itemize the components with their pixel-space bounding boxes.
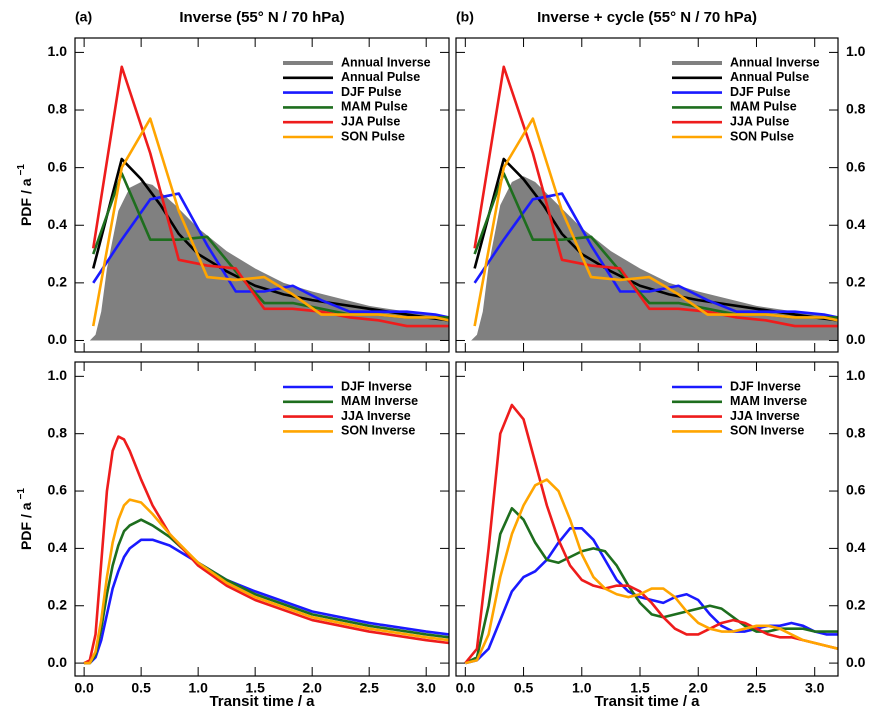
line xyxy=(464,506,838,665)
x-tick-label: 0.5 xyxy=(131,680,151,696)
x-tick-label: 3.0 xyxy=(416,680,436,696)
line xyxy=(91,65,449,328)
y-tick-label: 0.6 xyxy=(846,482,866,498)
y-tick-label: 0.2 xyxy=(846,274,866,290)
y-tick-label: 0.6 xyxy=(48,482,68,498)
legend-label: MAM Pulse xyxy=(341,100,408,114)
line xyxy=(473,192,838,319)
y-axis-label: PDF / a −1 xyxy=(16,488,34,550)
legend-label: JJA Pulse xyxy=(730,114,789,128)
y-axis-label-superscript: −1 xyxy=(16,164,27,176)
x-tick-label: 0.0 xyxy=(456,680,476,696)
legend-label: MAM Inverse xyxy=(341,394,418,408)
y-tick-label: 0.4 xyxy=(846,539,866,555)
panel-title: Inverse + cycle (55° N / 70 hPa) xyxy=(537,9,757,26)
x-axis-label: Transit time / a xyxy=(594,693,700,710)
line xyxy=(91,157,449,322)
legend-label: MAM Inverse xyxy=(730,394,807,408)
frame xyxy=(74,361,450,677)
panel-label: (a) xyxy=(75,9,92,25)
y-tick-label: 0.8 xyxy=(846,101,866,117)
legend-label: JJA Inverse xyxy=(730,409,800,423)
frame xyxy=(455,361,839,677)
y-axis-label-superscript: −1 xyxy=(16,488,27,500)
y-tick-label: 1.0 xyxy=(846,367,866,383)
legend-label: MAM Pulse xyxy=(730,100,797,114)
line xyxy=(91,117,449,327)
y-tick-label: 0.4 xyxy=(48,539,68,555)
frame xyxy=(74,37,450,353)
plot-area xyxy=(465,65,838,341)
x-tick-label: 1.5 xyxy=(245,680,265,696)
y-tick-label: 0.0 xyxy=(48,331,68,347)
y-axis-label: PDF / a −1 xyxy=(16,164,34,226)
line xyxy=(465,478,838,665)
line xyxy=(92,192,449,319)
y-tick-label: 0.8 xyxy=(48,424,68,440)
line xyxy=(473,157,838,322)
x-tick-label: 0.0 xyxy=(74,680,94,696)
panel-label: (b) xyxy=(456,9,474,25)
legend-label: DJF Inverse xyxy=(730,379,801,393)
y-tick-label: 0.0 xyxy=(846,331,866,347)
y-tick-label: 0.0 xyxy=(846,654,866,670)
legend-label: Annual Inverse xyxy=(730,55,820,69)
line xyxy=(84,518,449,665)
x-tick-label: 3.0 xyxy=(805,680,825,696)
plot-area xyxy=(84,65,449,341)
line xyxy=(83,435,449,665)
x-tick-label: 2.0 xyxy=(302,680,322,696)
line xyxy=(465,527,838,665)
y-tick-label: 0.6 xyxy=(48,158,68,174)
line xyxy=(84,498,449,665)
line xyxy=(464,403,838,664)
x-tick-label: 2.5 xyxy=(747,680,767,696)
plot-area xyxy=(83,435,449,665)
legend-label: Annual Pulse xyxy=(730,70,809,84)
y-tick-label: 1.0 xyxy=(48,43,68,59)
y-tick-label: 0.4 xyxy=(48,216,68,232)
y-axis-label-text: PDF / a xyxy=(18,502,34,550)
y-axis-label-text: PDF / a xyxy=(18,178,34,226)
plot-area xyxy=(464,403,838,665)
legend-label: DJF Inverse xyxy=(341,379,412,393)
line xyxy=(473,65,838,328)
legend-label: SON Pulse xyxy=(730,129,794,143)
area xyxy=(465,176,838,341)
area xyxy=(84,182,449,341)
line xyxy=(473,117,838,327)
y-tick-label: 0.2 xyxy=(48,274,68,290)
y-tick-label: 1.0 xyxy=(48,367,68,383)
legend-label: SON Inverse xyxy=(341,424,415,438)
x-tick-label: 0.5 xyxy=(514,680,534,696)
x-axis-label: Transit time / a xyxy=(209,693,315,710)
legend-label: DJF Pulse xyxy=(730,85,790,99)
y-tick-label: 0.6 xyxy=(846,158,866,174)
legend-label: SON Inverse xyxy=(730,424,804,438)
legend-label: DJF Pulse xyxy=(341,85,401,99)
x-tick-label: 1.0 xyxy=(572,680,592,696)
legend-label: Annual Pulse xyxy=(341,70,420,84)
panel-title: Inverse (55° N / 70 hPa) xyxy=(179,9,344,26)
x-tick-label: 2.5 xyxy=(359,680,379,696)
legend-label: Annual Inverse xyxy=(341,55,431,69)
line xyxy=(84,538,449,665)
x-tick-label: 1.5 xyxy=(630,680,650,696)
y-tick-label: 0.2 xyxy=(846,596,866,612)
frame xyxy=(455,37,839,353)
legend-label: JJA Pulse xyxy=(341,114,400,128)
y-tick-label: 0.8 xyxy=(48,101,68,117)
y-tick-label: 0.2 xyxy=(48,596,68,612)
legend-label: SON Pulse xyxy=(341,129,405,143)
y-tick-label: 1.0 xyxy=(846,43,866,59)
y-tick-label: 0.0 xyxy=(48,654,68,670)
x-tick-label: 2.0 xyxy=(689,680,709,696)
y-tick-label: 0.8 xyxy=(846,424,866,440)
y-tick-label: 0.4 xyxy=(846,216,866,232)
x-tick-label: 1.0 xyxy=(188,680,208,696)
legend-label: JJA Inverse xyxy=(341,409,411,423)
